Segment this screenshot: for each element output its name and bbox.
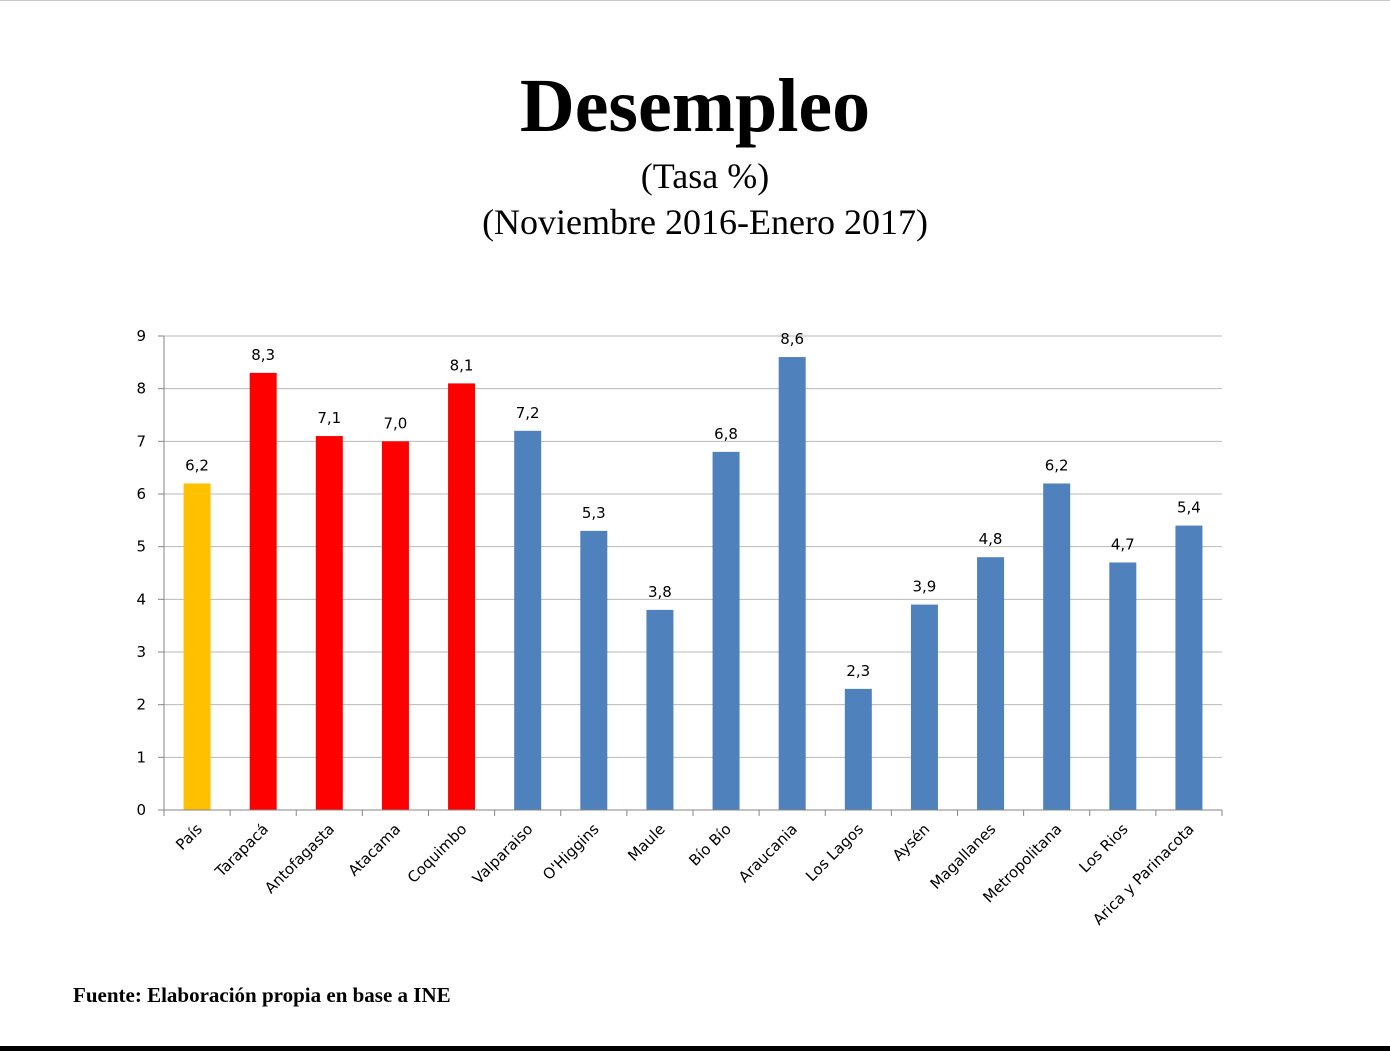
category-label: Coquimbo — [404, 820, 471, 887]
data-label: 8,1 — [450, 356, 474, 374]
bars — [183, 357, 1203, 810]
data-label: 7,0 — [384, 414, 408, 432]
data-label: 5,4 — [1177, 499, 1201, 517]
bar — [183, 483, 211, 810]
data-label: 6,2 — [1045, 456, 1069, 474]
data-labels: 6,2 8,3 7,1 7,0 8,1 7,2 5,3 3,8 6,8 8,6 2,3 3,9 4,8 6… — [185, 330, 1201, 680]
category-label: Los Rios — [1075, 820, 1131, 876]
bar — [315, 436, 343, 810]
chart-title: Desempleo — [519, 64, 871, 148]
data-label: 7,2 — [516, 404, 540, 422]
category-label: Aysén — [889, 820, 933, 864]
bar — [381, 441, 409, 810]
y-tick-label: 8 — [136, 380, 146, 398]
data-label: 4,7 — [1111, 535, 1135, 553]
y-tick-label: 1 — [136, 748, 146, 766]
bar — [448, 383, 476, 810]
axes — [163, 336, 1223, 816]
data-label: 5,3 — [582, 504, 606, 522]
y-tick-label: 2 — [136, 696, 146, 714]
bar — [844, 688, 872, 810]
category-label: Valparaiso — [469, 820, 537, 888]
bar — [910, 604, 938, 810]
bar — [580, 530, 608, 810]
category-label: Antofagasta — [261, 820, 338, 897]
y-tick-label: 9 — [136, 327, 146, 345]
category-label: País — [172, 820, 206, 854]
category-label: Maule — [624, 820, 669, 865]
source-note: Fuente: Elaboración propia en base a INE — [73, 983, 451, 1007]
y-tick-label: 3 — [136, 643, 146, 661]
chart-subtitle-period: (Noviembre 2016-Enero 2017) — [482, 202, 928, 242]
bar — [1175, 525, 1203, 810]
bottom-rule — [0, 1046, 1390, 1051]
data-label: 3,8 — [648, 583, 672, 601]
data-label: 6,2 — [185, 456, 209, 474]
chart-subtitle-unit: (Tasa %) — [640, 156, 770, 196]
y-tick-label: 0 — [136, 801, 146, 819]
data-label: 8,3 — [251, 346, 275, 364]
y-tick-label: 5 — [136, 538, 146, 556]
category-label: Los Lagos — [802, 820, 867, 885]
data-label: 3,9 — [913, 578, 937, 596]
data-label: 4,8 — [979, 530, 1003, 548]
bar — [514, 430, 542, 810]
category-label: Bío Bío — [685, 820, 735, 870]
top-rule — [0, 0, 1390, 1]
data-label: 7,1 — [317, 409, 341, 427]
category-label: Magallanes — [927, 820, 1000, 893]
bar — [1109, 562, 1137, 810]
bar — [646, 609, 674, 810]
bar — [249, 372, 277, 810]
category-label: Araucania — [735, 820, 801, 886]
y-tick-label: 4 — [136, 590, 146, 608]
data-label: 6,8 — [714, 425, 738, 443]
bar — [712, 451, 740, 810]
bar — [1043, 483, 1071, 810]
category-label: O'Higgins — [539, 820, 603, 884]
y-tick-label: 7 — [136, 432, 146, 450]
category-label: Tarapacá — [211, 820, 272, 881]
data-label: 8,6 — [780, 330, 804, 348]
bar — [977, 557, 1005, 810]
y-axis-ticks: 0 1 2 3 4 5 6 7 8 9 — [136, 327, 164, 819]
bar — [778, 357, 806, 810]
y-tick-label: 6 — [136, 485, 146, 503]
category-label: Atacama — [345, 820, 405, 880]
data-label: 2,3 — [846, 662, 870, 680]
